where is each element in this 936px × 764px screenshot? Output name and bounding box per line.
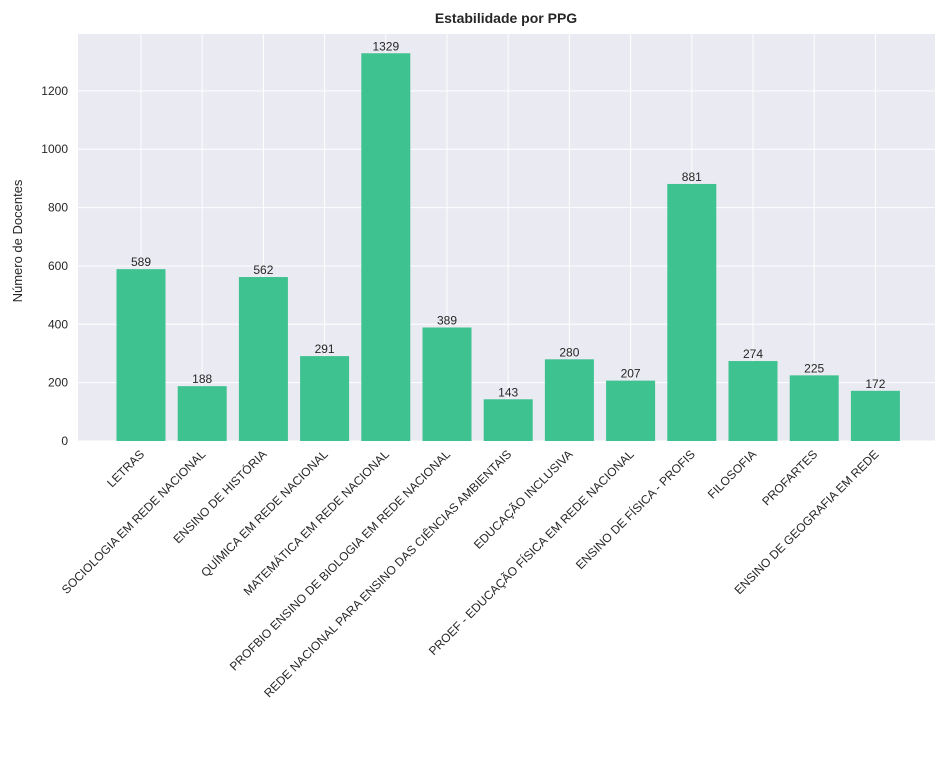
bar-value-label: 207 (621, 367, 641, 381)
x-tick-label: EDUCAÇÃO INCLUSIVA (471, 447, 576, 552)
x-tick-label: ENSINO DE FÍSICA - PROFIS (572, 447, 698, 573)
y-axis-label: Número de Docentes (10, 179, 25, 302)
bar (667, 183, 717, 442)
chart-title: Estabilidade por PPG (435, 10, 577, 26)
bar (238, 277, 288, 441)
bar-value-label: 881 (682, 170, 702, 184)
bar-value-label: 172 (865, 377, 885, 391)
x-tick-label: PROEF - EDUCAÇÃO FÍSICA EM REDE NACIONAL (425, 446, 637, 658)
bar-value-label: 562 (253, 263, 273, 277)
bar-value-label: 1329 (372, 39, 399, 53)
bar-value-label: 274 (743, 347, 763, 361)
bar-value-label: 143 (498, 385, 518, 399)
y-tick-label: 800 (48, 201, 68, 215)
bar-value-label: 280 (559, 345, 579, 359)
bar-value-label: 389 (437, 314, 457, 328)
y-tick-label: 400 (48, 317, 68, 331)
bar (422, 327, 472, 441)
bar-value-label: 291 (315, 342, 335, 356)
bar (728, 361, 778, 441)
x-tick-label: PROFBIO ENSINO DE BIOLOGIA EM REDE NACIO… (227, 447, 454, 674)
bar (606, 380, 656, 441)
y-tick-label: 1000 (41, 142, 68, 156)
bar-value-label: 225 (804, 361, 824, 375)
y-axis-ticks: 0 200 400 600 800 1000 1200 (41, 84, 68, 448)
x-tick-label: LETRAS (104, 447, 147, 490)
y-tick-label: 200 (48, 376, 68, 390)
y-tick-label: 0 (61, 434, 68, 448)
bar (483, 399, 533, 441)
bars: 589 188 562 291 1329 389 143 280 207 881 274 225 172 (116, 39, 900, 442)
x-tick-label: QUÍMICA EM REDE NACIONAL (198, 446, 331, 579)
y-tick-label: 1200 (41, 84, 68, 98)
bar-value-label: 188 (192, 372, 212, 386)
bar (850, 390, 900, 441)
bar (789, 375, 839, 441)
y-tick-label: 600 (48, 259, 68, 273)
bar (116, 269, 166, 441)
bar (361, 53, 411, 441)
x-tick-label: FILOSOFIA (705, 447, 759, 501)
bar (544, 359, 594, 441)
bar (177, 386, 227, 441)
bar-value-label: 589 (131, 255, 151, 269)
x-tick-label: PROFARTES (759, 447, 820, 508)
bar (300, 356, 350, 441)
plot-background (78, 34, 935, 441)
